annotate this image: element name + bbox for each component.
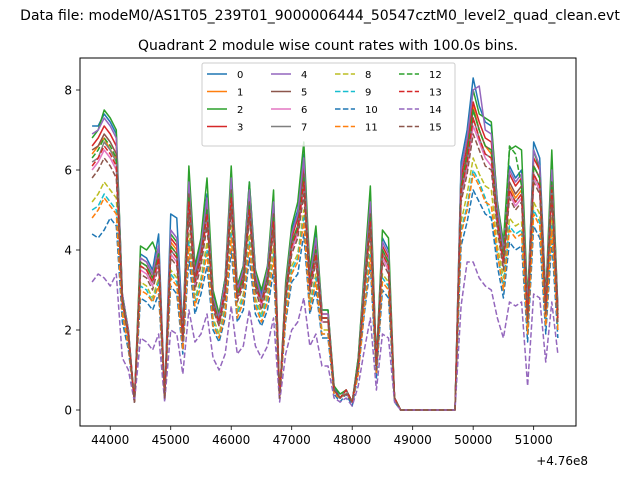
chart-title: Quadrant 2 module wise count rates with …: [138, 38, 518, 54]
x-tick-label: 44000: [91, 433, 129, 447]
y-tick-label: 0: [64, 404, 72, 418]
x-tick-label: 47000: [273, 433, 311, 447]
y-tick-label: 8: [64, 84, 72, 98]
legend-label-0: 0: [237, 70, 243, 81]
legend-label-13: 13: [429, 88, 442, 99]
series-line-11: [91, 173, 559, 411]
series-layer: [91, 77, 559, 411]
x-offset-label: +4.76e8: [536, 454, 588, 468]
legend-frame: [201, 62, 456, 147]
legend-label-5: 5: [301, 88, 307, 99]
legend-label-3: 3: [237, 123, 243, 134]
legend-label-12: 12: [429, 70, 442, 81]
legend-label-10: 10: [365, 105, 378, 116]
y-tick-label: 4: [64, 244, 72, 258]
legend-label-6: 6: [301, 105, 307, 116]
legend-label-15: 15: [429, 123, 442, 134]
x-tick-label: 46000: [212, 433, 250, 447]
axes-layer: 44000 45000 46000 47000 48000 49000 50000 51000…: [64, 84, 552, 448]
legend-label-4: 4: [301, 70, 307, 81]
x-tick-label: 50000: [454, 433, 492, 447]
x-tick-label: 49000: [394, 433, 432, 447]
legend-label-2: 2: [237, 105, 243, 116]
legend-label-7: 7: [301, 123, 307, 134]
series-line-15: [91, 133, 559, 411]
legend-label-8: 8: [365, 70, 371, 81]
legend-label-14: 14: [429, 105, 442, 116]
series-line-13: [91, 117, 559, 411]
x-tick-label: 48000: [333, 433, 371, 447]
y-tick-label: 6: [64, 164, 72, 178]
figure-suptitle: Data file: modeM0/AS1T05_239T01_90000064…: [20, 8, 620, 24]
x-tick-label: 51000: [515, 433, 553, 447]
x-tick-label: 45000: [152, 433, 190, 447]
series-line-14: [91, 261, 559, 411]
legend-label-9: 9: [365, 88, 371, 99]
legend-label-11: 11: [365, 123, 378, 134]
legend-label-1: 1: [237, 88, 243, 99]
y-tick-label: 2: [64, 324, 72, 338]
plot-frame: [79, 57, 577, 427]
